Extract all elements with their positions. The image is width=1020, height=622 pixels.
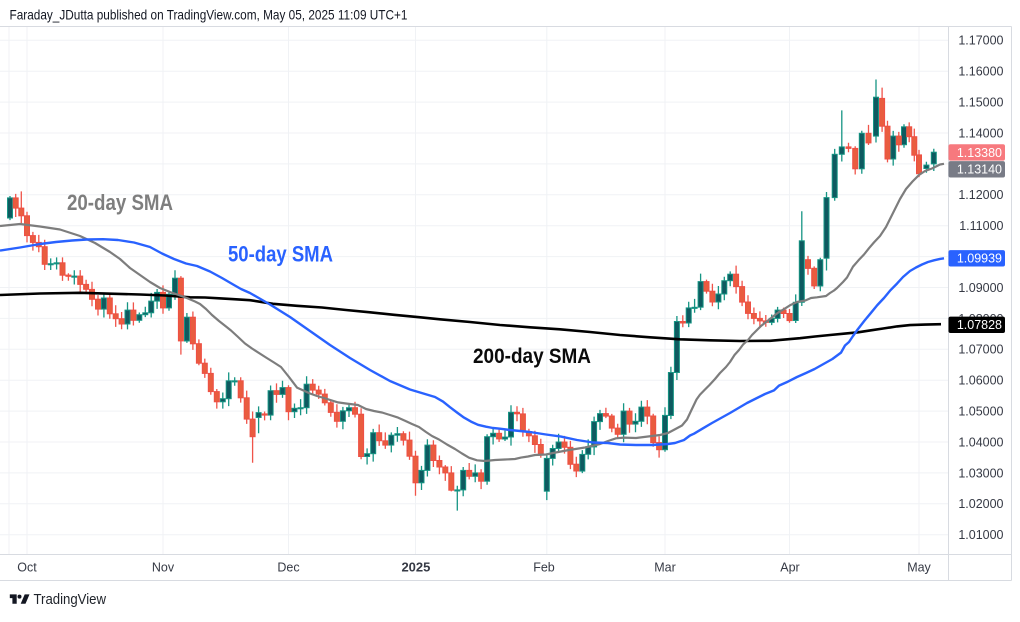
svg-text:1.16000: 1.16000 [958, 65, 1003, 79]
svg-text:1.06000: 1.06000 [958, 374, 1003, 388]
svg-text:TradingView: TradingView [34, 591, 107, 608]
svg-text:1.03000: 1.03000 [958, 466, 1003, 480]
svg-text:1.05000: 1.05000 [958, 405, 1003, 419]
svg-text:1.01000: 1.01000 [958, 528, 1003, 542]
svg-text:Nov: Nov [152, 561, 175, 575]
svg-text:20-day SMA: 20-day SMA [67, 190, 173, 215]
svg-text:1.13380: 1.13380 [957, 146, 1002, 160]
svg-text:1.15000: 1.15000 [958, 96, 1003, 110]
svg-text:1.13140: 1.13140 [957, 163, 1002, 177]
svg-text:1.12000: 1.12000 [958, 188, 1003, 202]
svg-text:50-day SMA: 50-day SMA [228, 242, 333, 267]
svg-text:1.11000: 1.11000 [959, 219, 1003, 233]
svg-text:1.09000: 1.09000 [958, 281, 1003, 295]
svg-text:1.02000: 1.02000 [958, 497, 1003, 511]
svg-text:Faraday_JDutta published on Tr: Faraday_JDutta published on TradingView.… [10, 8, 408, 23]
svg-text:May: May [907, 561, 931, 575]
svg-text:Mar: Mar [654, 561, 676, 575]
svg-text:2025: 2025 [401, 560, 430, 575]
svg-text:Apr: Apr [780, 561, 799, 575]
svg-text:Oct: Oct [17, 561, 37, 575]
svg-text:1.07828: 1.07828 [957, 318, 1002, 332]
svg-text:1.17000: 1.17000 [958, 34, 1003, 48]
svg-text:Feb: Feb [533, 561, 555, 575]
svg-text:1.14000: 1.14000 [958, 126, 1003, 140]
svg-text:200-day SMA: 200-day SMA [473, 345, 591, 368]
svg-text:1.09939: 1.09939 [957, 252, 1002, 266]
svg-text:1.07000: 1.07000 [958, 343, 1003, 357]
svg-text:1.04000: 1.04000 [958, 435, 1003, 449]
svg-text:Dec: Dec [277, 561, 299, 575]
